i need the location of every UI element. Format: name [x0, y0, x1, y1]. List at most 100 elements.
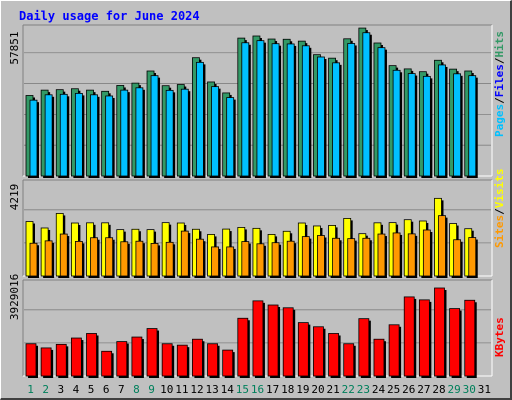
sites-bar-day-29-fill	[453, 239, 462, 277]
kbytes-bar-day-12-fill	[192, 338, 203, 377]
files-bar-day-26-fill	[407, 73, 416, 177]
sites-bar-day-10	[165, 241, 176, 278]
hits-files-pages-bars	[25, 27, 478, 179]
files-bar-day-13-fill	[211, 86, 219, 177]
files-bar-day-5-fill	[90, 94, 98, 177]
sites-bar-day-8	[135, 240, 145, 278]
files-bar-day-3-fill	[59, 93, 68, 177]
sites-bar-day-8-fill	[135, 240, 144, 277]
kbytes-bar-day-20	[313, 326, 326, 378]
sites-bar-day-6-fill	[105, 237, 114, 277]
kbytes-bar-day-24-fill	[373, 338, 385, 377]
x-tick-day-14: 14	[221, 383, 235, 396]
x-tick-day-19: 19	[296, 383, 309, 396]
files-bar-day-30	[468, 75, 478, 178]
sites-bar-day-25	[392, 232, 403, 278]
kbytes-bar-day-8	[131, 336, 144, 378]
sites-bar-day-24	[377, 233, 387, 278]
kbytes-bar-day-29-fill	[449, 308, 461, 377]
kbytes-bar-day-16	[252, 300, 265, 378]
x-tick-day-26: 26	[402, 383, 415, 396]
kbytes-bar-day-19-fill	[297, 322, 309, 377]
files-bar-day-19	[301, 45, 312, 178]
x-tick-day-17: 17	[266, 383, 279, 396]
sites-bar-day-3	[59, 233, 70, 278]
x-tick-day-3: 3	[58, 383, 65, 396]
x-tick-day-6: 6	[103, 383, 110, 396]
files-bar-day-26	[407, 73, 418, 178]
x-tick-day-7: 7	[118, 383, 125, 396]
kbytes-bar-day-8-fill	[131, 336, 143, 377]
x-tick-day-16: 16	[251, 383, 264, 396]
files-bar-day-9-fill	[150, 75, 159, 177]
kbytes-bars	[25, 287, 477, 378]
sites-bar-day-14-fill	[226, 246, 235, 277]
hits-files-pages-legend-item-3: /	[493, 57, 506, 64]
files-bar-day-21	[332, 62, 342, 178]
x-tick-day-29: 29	[448, 383, 461, 396]
chart-title: Daily usage for June 2024	[19, 9, 200, 23]
kbytes-bar-day-16-fill	[252, 300, 264, 377]
kbytes-bar-day-14-fill	[222, 349, 234, 377]
kbytes-bar-day-2-fill	[40, 347, 52, 377]
files-bar-day-29	[453, 73, 463, 178]
files-bar-day-25-fill	[392, 69, 401, 177]
x-tick-day-2: 2	[42, 383, 49, 396]
files-bar-day-27-fill	[422, 75, 431, 177]
visits-sites-legend-item-0: Sites	[493, 215, 506, 248]
files-bar-day-7	[120, 89, 130, 178]
kbytes-bar-day-30-fill	[464, 299, 476, 377]
sites-bar-day-27-fill	[422, 229, 431, 277]
kbytes-bar-day-4	[70, 337, 84, 378]
x-tick-day-8: 8	[133, 383, 140, 396]
files-bar-day-11	[180, 88, 191, 178]
files-bar-day-30-fill	[468, 75, 477, 177]
files-bar-day-2-fill	[44, 94, 53, 177]
kbytes-bar-day-27	[418, 299, 432, 378]
files-bar-day-8	[135, 87, 145, 178]
sites-bar-day-15	[241, 241, 251, 278]
files-bar-day-21-fill	[332, 62, 340, 177]
kbytes-bar-day-19	[297, 322, 311, 378]
files-bar-day-22	[347, 43, 357, 178]
files-bar-day-20-fill	[317, 56, 325, 177]
kbytes-bar-day-9	[146, 328, 160, 378]
sites-bar-day-23-fill	[362, 237, 371, 277]
sites-bar-day-30-fill	[468, 237, 477, 277]
kbytes-bar-day-22	[343, 343, 356, 378]
kbytes-bar-day-18	[282, 307, 296, 378]
files-bar-day-14-fill	[226, 97, 235, 177]
files-bar-day-2	[44, 94, 55, 178]
kbytes-bar-day-4-fill	[70, 337, 82, 377]
sites-bar-day-20	[317, 235, 327, 278]
sites-bar-day-27	[422, 229, 433, 278]
kbytes-bar-day-11-fill	[176, 344, 188, 377]
sites-bar-day-9-fill	[150, 243, 159, 277]
kbytes-bar-day-28-fill	[434, 287, 445, 377]
kbytes-bar-day-7	[116, 341, 129, 378]
kbytes-bar-day-17	[267, 304, 281, 378]
files-bar-day-5	[90, 94, 100, 178]
files-bar-day-19-fill	[301, 45, 310, 177]
x-tick-day-20: 20	[311, 383, 324, 396]
kbytes-bar-day-10-fill	[161, 343, 173, 377]
hits-files-pages-legend-item-0: Pages	[493, 104, 506, 137]
kbytes-bar-day-6	[101, 350, 114, 378]
files-bar-day-3	[59, 93, 70, 178]
files-bar-day-10-fill	[165, 89, 174, 177]
kbytes-bar-day-5-fill	[86, 333, 97, 377]
kbytes-ytick-max: 3929016	[8, 274, 21, 320]
sites-bar-day-5	[90, 237, 100, 278]
x-tick-day-31: 31	[478, 383, 491, 396]
kbytes-bar-day-23	[358, 318, 371, 378]
kbytes-bar-day-3	[55, 343, 69, 378]
files-bar-day-28-fill	[438, 64, 446, 177]
kbytes-bar-day-30	[464, 299, 477, 378]
kbytes-bar-day-28	[434, 287, 447, 378]
files-bar-day-4-fill	[74, 93, 83, 177]
sites-bar-day-18-fill	[286, 240, 295, 277]
kbytes-bar-day-21	[328, 333, 341, 378]
visits-sites-legend: Sites/Visits	[493, 169, 506, 249]
x-tick-day-15: 15	[236, 383, 249, 396]
